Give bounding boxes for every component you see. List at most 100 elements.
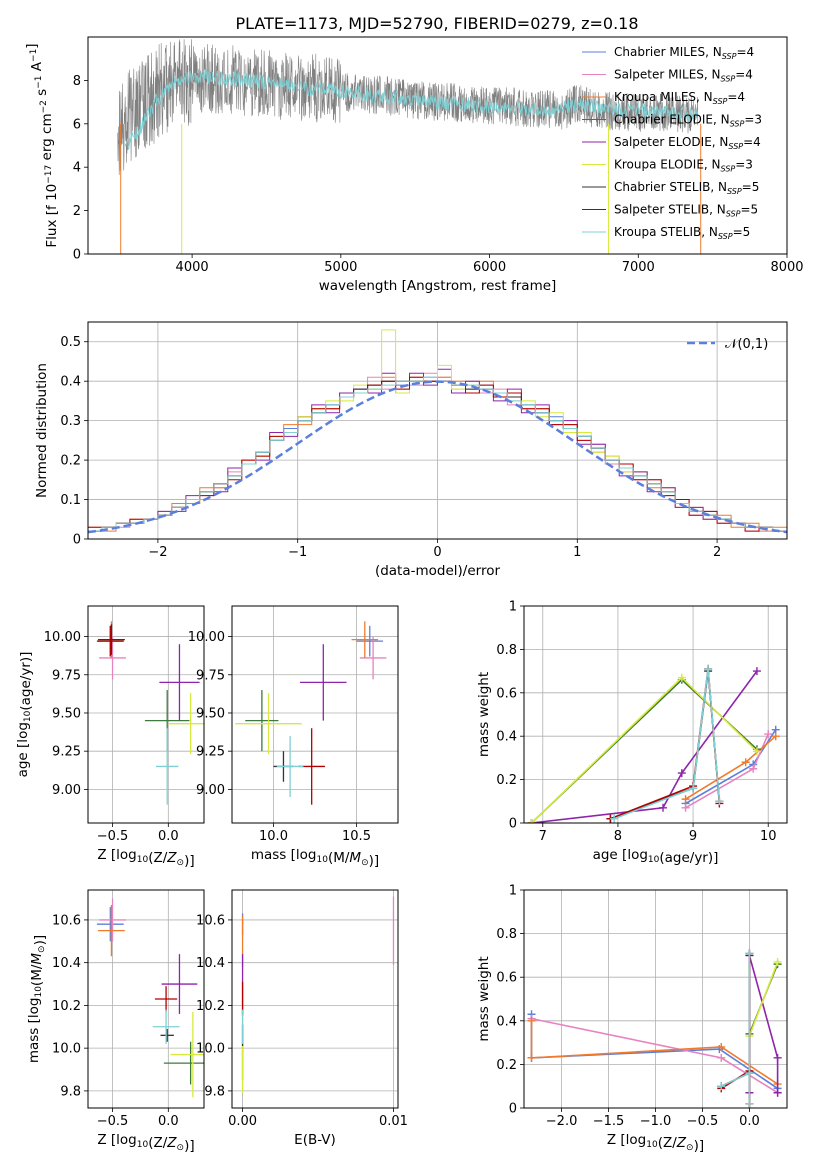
- plot-area: [96, 621, 204, 805]
- x-tick-label: −2: [148, 545, 167, 560]
- y-tick-label: 1: [509, 884, 517, 899]
- y-tick-label: 10.4: [52, 956, 81, 971]
- x-axis-label: (data-model)/error: [375, 563, 501, 579]
- series-marker-Kroupa STELIB: [717, 1082, 726, 1091]
- y-tick-label: 9.00: [196, 783, 225, 798]
- axes-frame: [87, 36, 788, 255]
- series-marker-Salpeter ELODIE: [659, 803, 668, 812]
- series-marker-Kroupa MILES: [527, 1016, 536, 1025]
- series-marker-Kroupa MILES: [527, 1053, 536, 1062]
- y-tick-label: 10.4: [196, 956, 225, 971]
- y-tick-label: 9.25: [52, 745, 81, 760]
- series-marker-Salpeter MILES: [717, 1053, 726, 1062]
- plot-area: [527, 949, 782, 1108]
- x-tick-label: −2.0: [546, 1114, 578, 1129]
- y-tick-label: 0.5: [60, 335, 81, 350]
- x-tick-label: 2: [713, 545, 721, 560]
- legend-label-2: Kroupa MILES, NSSP=4: [614, 90, 745, 106]
- legend-label-1: Salpeter MILES, NSSP=4: [614, 68, 753, 84]
- y-tick-label: 0.6: [496, 971, 517, 986]
- spectrum-series-model: [124, 68, 698, 151]
- y-tick-label: 0.2: [496, 773, 517, 788]
- series-marker-Kroupa MILES: [771, 732, 780, 741]
- y-tick-label: 0.4: [60, 375, 81, 390]
- legend-label-7: Salpeter STELIB, NSSP=5: [614, 203, 758, 219]
- series-marker-Kroupa STELIB: [745, 949, 754, 958]
- y-tick-label: 9.00: [52, 783, 81, 798]
- axes-frame: [87, 889, 205, 1109]
- series-marker-Salpeter MILES: [764, 730, 773, 739]
- axes-frame: [231, 889, 399, 1109]
- y-tick-label: 0.4: [496, 1014, 517, 1029]
- series-marker-Salpeter ELODIE: [773, 1053, 782, 1062]
- y-tick-label: 9.50: [52, 706, 81, 721]
- y-tick-label: 9.75: [52, 668, 81, 683]
- x-axis-label: age [log10(age/yr)]: [593, 847, 719, 866]
- series-marker-Salpeter ELODIE: [773, 1088, 782, 1097]
- y-tick-label: 9.25: [196, 745, 225, 760]
- y-tick-label: 0.8: [496, 643, 517, 658]
- y-axis-label: age [log10(age/yr)]: [15, 652, 34, 778]
- plot-area: [88, 329, 787, 534]
- x-axis-label: Z [log10(Z/Z⊙)]: [607, 1132, 704, 1154]
- x-tick-label: 9: [689, 829, 697, 844]
- series-marker-Kroupa ELODIE: [527, 819, 536, 823]
- x-tick-label: 0: [433, 545, 441, 560]
- y-axis-label: Flux [f 10−17 erg cm−2 s−1 A−1]: [24, 43, 60, 247]
- plot-area: [241, 896, 395, 1094]
- series-marker-Kroupa STELIB: [715, 797, 724, 806]
- x-tick-label: 0.00: [228, 1114, 257, 1129]
- series-marker-Kroupa ELODIE: [773, 957, 782, 966]
- y-tick-label: 2: [73, 204, 81, 219]
- legend-label-6: Chabrier STELIB, NSSP=5: [614, 180, 759, 196]
- x-tick-label: 6000: [473, 260, 506, 275]
- x-tick-label: 7000: [622, 260, 655, 275]
- legend-label-4: Salpeter ELODIE, NSSP=4: [614, 135, 761, 151]
- y-tick-label: 0.2: [496, 1058, 517, 1073]
- series-marker-Salpeter MILES: [681, 803, 690, 812]
- x-tick-label: −0.5: [97, 1114, 129, 1129]
- series-line-Kroupa STELIB: [613, 668, 721, 820]
- series-line-Chabrier STELIB: [720, 955, 751, 1104]
- y-tick-label: 0: [73, 248, 81, 263]
- axes-frame: [87, 605, 205, 824]
- x-tick-label: 10: [760, 829, 777, 844]
- series-marker-Kroupa STELIB: [745, 1099, 754, 1108]
- spectrum-series-data: [117, 39, 699, 176]
- y-tick-label: 0.4: [496, 730, 517, 745]
- y-tick-label: 10.2: [52, 999, 81, 1014]
- y-axis-label: Normed distribution: [34, 363, 50, 498]
- series-marker-Kroupa MILES: [741, 758, 750, 767]
- gaussian-reference: [88, 380, 787, 534]
- y-tick-label: 1: [509, 600, 517, 615]
- series-marker-Kroupa STELIB: [704, 664, 713, 673]
- x-axis-label: mass [log10(M/M⊙)]: [251, 847, 379, 869]
- x-tick-label: 10.5: [342, 829, 371, 844]
- x-tick-label: 10.0: [259, 829, 288, 844]
- y-tick-label: 10.0: [52, 1042, 81, 1057]
- x-tick-label: 8: [614, 829, 622, 844]
- y-tick-label: 6: [73, 117, 81, 132]
- figure-title: PLATE=1173, MJD=52790, FIBERID=0279, z=0…: [235, 14, 638, 33]
- y-tick-label: 10.2: [196, 999, 225, 1014]
- y-axis-label: mass [log10(M/M⊙)]: [26, 935, 48, 1063]
- y-tick-label: 10.00: [44, 630, 81, 645]
- y-tick-label: 0.8: [496, 927, 517, 942]
- legend-label-0: Chabrier MILES, NSSP=4: [614, 45, 754, 61]
- x-tick-label: −1.5: [593, 1114, 625, 1129]
- x-tick-label: −0.5: [687, 1114, 719, 1129]
- plot-area: [96, 898, 204, 1098]
- y-tick-label: 10.6: [52, 913, 81, 928]
- series-line-Salpeter STELIB: [720, 953, 751, 1104]
- plot-area: [117, 39, 702, 254]
- y-tick-label: 0.2: [60, 454, 81, 469]
- y-tick-label: 10.6: [196, 913, 225, 928]
- series-marker-Kroupa ELODIE: [677, 673, 686, 682]
- x-tick-label: 8000: [770, 260, 803, 275]
- axes-frame: [523, 889, 788, 1109]
- plot-area: [527, 664, 780, 823]
- x-tick-label: −1.0: [640, 1114, 672, 1129]
- series-marker-Kroupa MILES: [681, 795, 690, 804]
- y-tick-label: 10.0: [196, 1042, 225, 1057]
